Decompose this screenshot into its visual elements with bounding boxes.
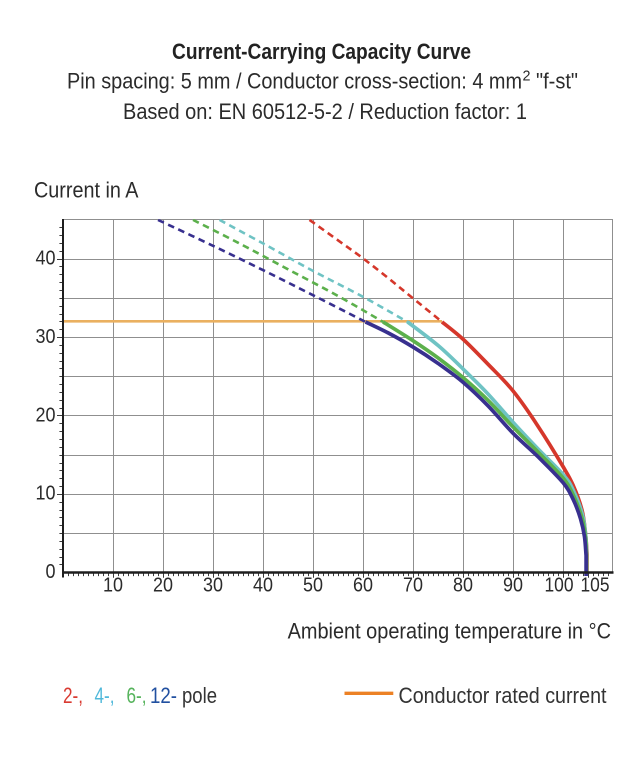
svg-text:20: 20 [153, 574, 173, 597]
svg-text:pole: pole [182, 683, 217, 708]
svg-text:10: 10 [36, 482, 56, 505]
svg-text:Conductor rated current: Conductor rated current [399, 683, 607, 708]
svg-text:6-,: 6-, [127, 683, 147, 708]
svg-text:100: 100 [545, 574, 574, 597]
svg-text:10: 10 [103, 574, 123, 597]
svg-text:105: 105 [581, 574, 610, 597]
svg-text:20: 20 [36, 403, 56, 426]
svg-text:Current in A: Current in A [34, 177, 139, 202]
svg-text:90: 90 [503, 574, 523, 597]
svg-text:70: 70 [403, 574, 423, 597]
svg-text:50: 50 [303, 574, 323, 597]
svg-text:Ambient operating temperature: Ambient operating temperature in °C [288, 619, 611, 644]
svg-text:60: 60 [353, 574, 373, 597]
svg-text:30: 30 [36, 325, 56, 348]
svg-text:30: 30 [203, 574, 223, 597]
svg-text:4-,: 4-, [95, 683, 115, 708]
svg-text:Current-Carrying Capacity Curv: Current-Carrying Capacity Curve [172, 39, 471, 64]
svg-text:80: 80 [453, 574, 473, 597]
svg-text:Pin spacing: 5 mm / Conductor: Pin spacing: 5 mm / Conductor cross-sect… [67, 69, 522, 94]
svg-text:12-: 12- [150, 683, 177, 708]
svg-text:2-,: 2-, [63, 683, 83, 708]
svg-text:40: 40 [253, 574, 273, 597]
svg-text:0: 0 [46, 560, 56, 583]
svg-text:40: 40 [36, 246, 56, 269]
svg-text:2: 2 [523, 69, 531, 85]
svg-text:"f-st": "f-st" [536, 69, 578, 94]
svg-text:Based on: EN 60512-5-2 / Reduc: Based on: EN 60512-5-2 / Reduction facto… [123, 99, 527, 124]
